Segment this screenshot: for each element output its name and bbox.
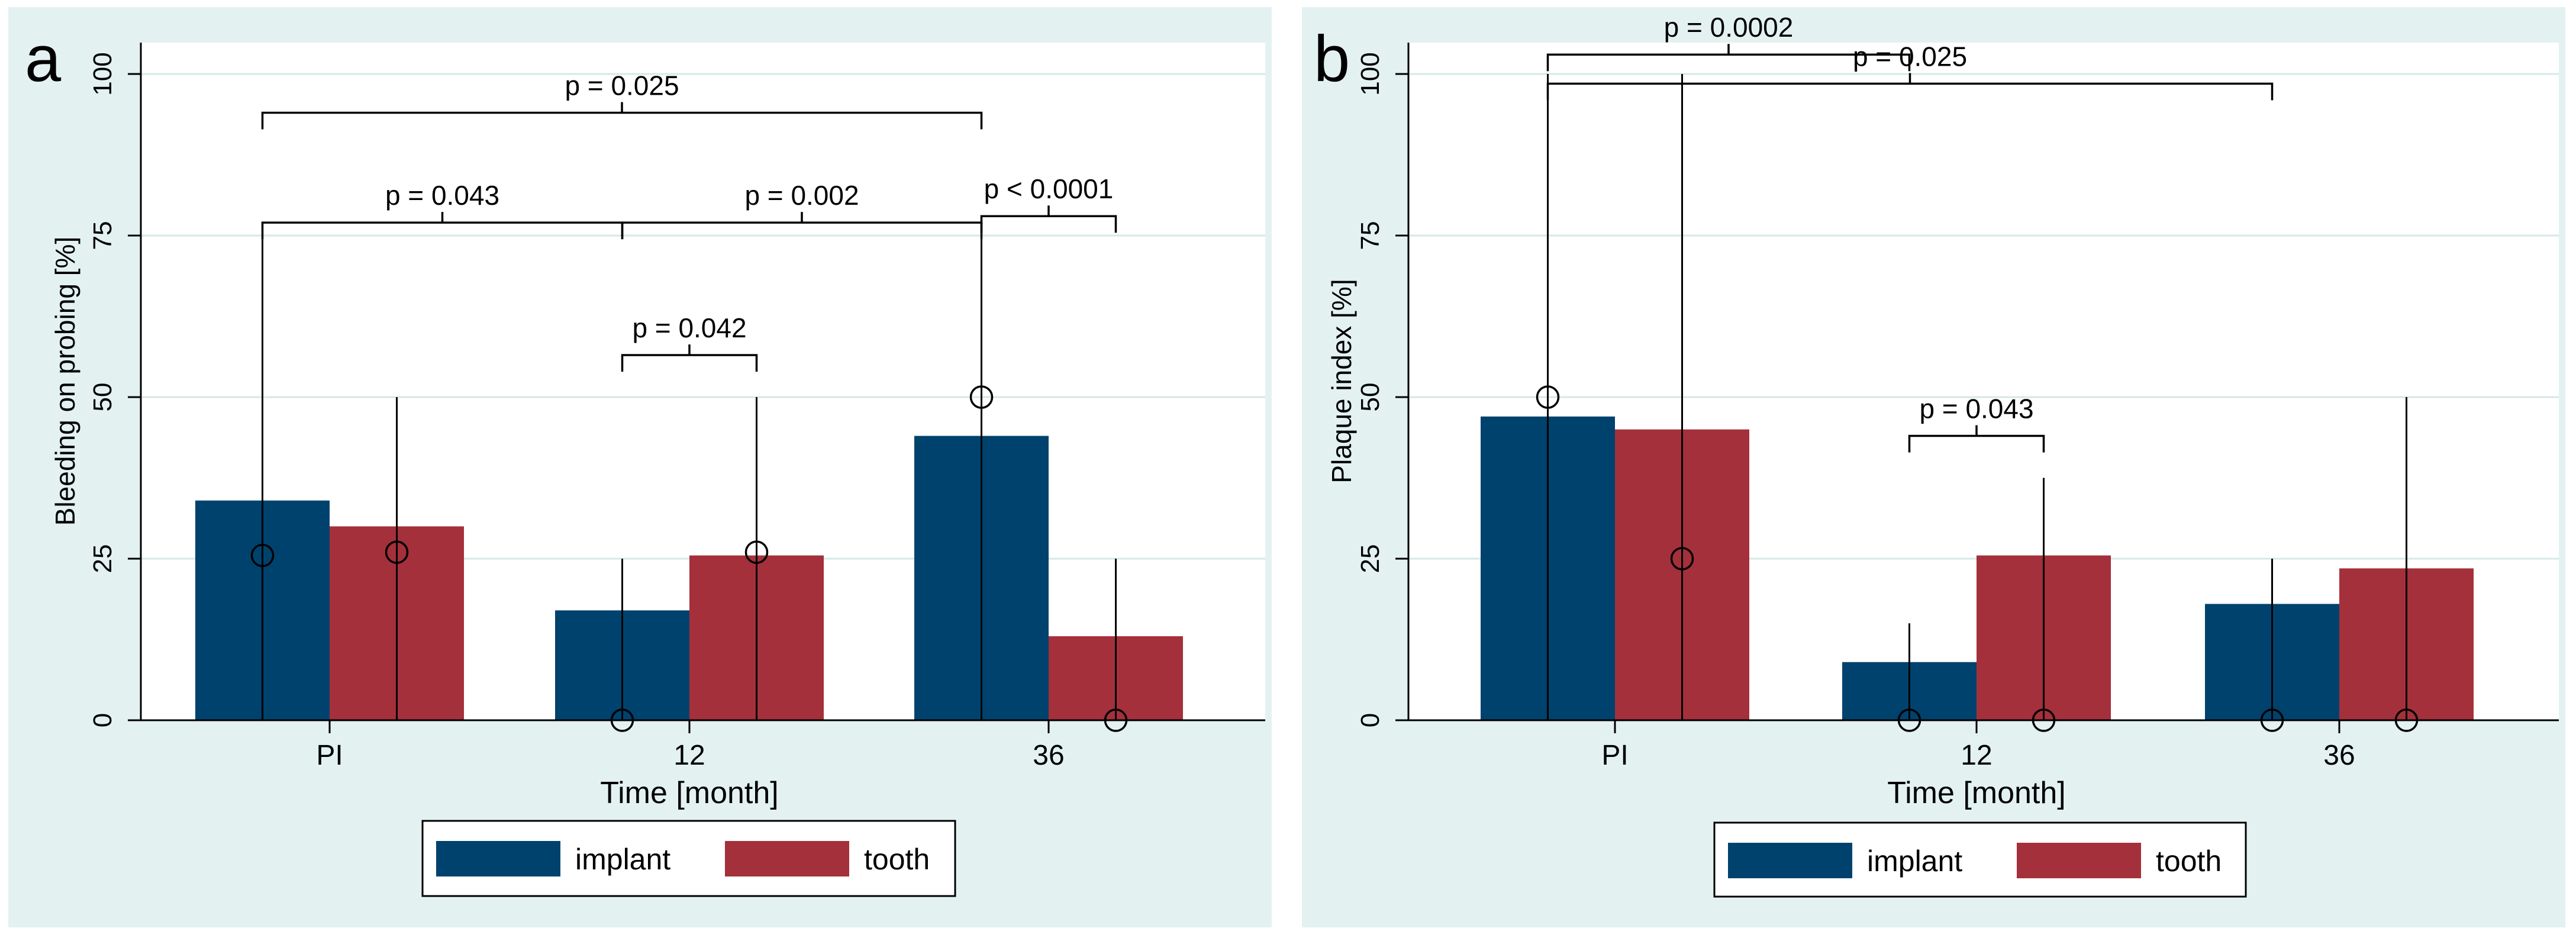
y-tick-label: 25 [88, 544, 117, 573]
x-tick-label: 12 [673, 740, 705, 771]
y-tick-label: 0 [1356, 713, 1385, 727]
significance-bracket [980, 205, 1117, 233]
panel-letter: a [25, 22, 62, 95]
x-axis-title: Time [month] [1887, 776, 2066, 810]
median-marker-implant-2 [969, 385, 994, 409]
panel-letter: b [1314, 22, 1350, 95]
legend-swatch-tooth [2017, 843, 2141, 878]
p-value-label: p = 0.042 [632, 312, 746, 343]
median-marker-tooth-1 [744, 540, 769, 564]
p-value-label: p = 0.025 [1853, 41, 1967, 72]
legend-label: implant [575, 843, 670, 876]
p-value-label: p = 0.025 [565, 70, 679, 101]
x-tick-label: 36 [1033, 740, 1064, 771]
x-tick-label: PI [316, 740, 343, 771]
y-tick-label: 100 [1356, 52, 1385, 95]
legend-label: tooth [2156, 845, 2222, 878]
x-tick-label: 36 [2323, 740, 2355, 771]
p-value-label: p = 0.002 [744, 180, 859, 211]
significance-bracket [1546, 44, 1911, 72]
y-axis-title: Plaque index [%] [1326, 279, 1357, 483]
chart-a: 0 25 50 75 100 Bleeding on probing [%] PI 12 36 T… [25, 22, 1265, 897]
p-value-label: p < 0.0001 [984, 173, 1114, 204]
x-tick-label: PI [1601, 740, 1628, 771]
legend-swatch-tooth [725, 841, 849, 876]
x-tick-label: 12 [1961, 740, 1992, 771]
p-value-label: p = 0.043 [1919, 394, 2033, 424]
y-tick-label: 50 [88, 383, 117, 412]
median-marker-implant-0 [250, 543, 275, 568]
panel-b: 0 25 50 75 100 Plaque index [%] PI 12 36 Time [mo… [1302, 7, 2565, 927]
legend-swatch-implant [1728, 843, 1852, 878]
chart-b: 0 25 50 75 100 Plaque index [%] PI 12 36 Time [mo… [1314, 12, 2559, 898]
y-tick-label: 75 [88, 221, 117, 250]
median-marker-tooth-0 [385, 540, 409, 564]
x-axis-title: Time [month] [600, 776, 779, 810]
significance-bracket [1908, 425, 2045, 453]
median-marker-implant-0 [1536, 385, 1560, 409]
significance-bracket [261, 102, 983, 130]
y-tick-label: 0 [88, 713, 117, 727]
y-axis-title: Bleeding on probing [%] [50, 237, 80, 526]
p-value-label: p = 0.043 [385, 180, 499, 211]
y-tick-label: 75 [1356, 221, 1385, 250]
y-tick-label: 100 [88, 52, 117, 95]
y-tick-label: 50 [1356, 383, 1385, 412]
legend-label: tooth [864, 843, 930, 876]
legend-swatch-implant [436, 841, 560, 876]
panel-a: 0 25 50 75 100 Bleeding on probing [%] PI 12 36 T… [8, 7, 1272, 927]
significance-bracket [1546, 73, 2274, 101]
significance-bracket [621, 344, 758, 372]
legend-label: implant [1867, 845, 1962, 878]
y-tick-label: 25 [1356, 544, 1385, 573]
p-value-label: p = 0.0002 [1664, 12, 1794, 43]
median-marker-tooth-0 [1670, 547, 1694, 571]
